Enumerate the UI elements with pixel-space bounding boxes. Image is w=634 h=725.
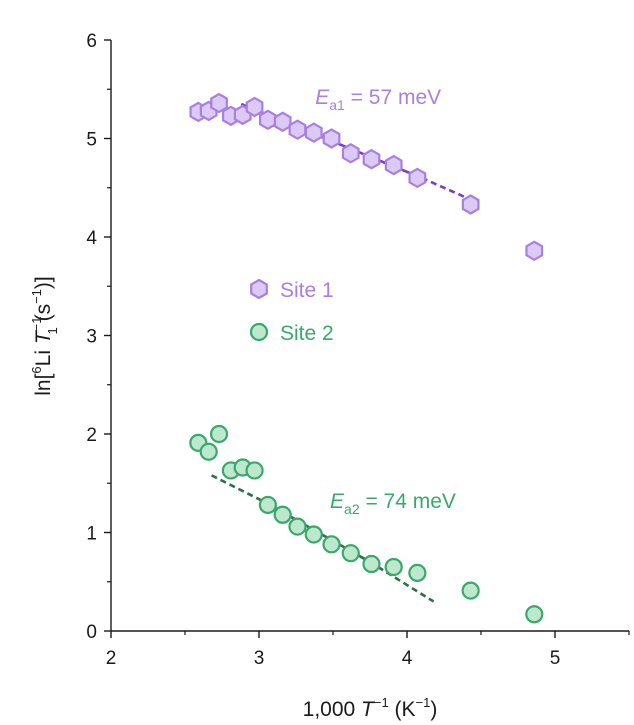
site1-point — [273, 111, 292, 133]
site2-legend-label: Site 2 — [280, 322, 334, 345]
x-tick-label: 2 — [106, 648, 117, 669]
site1-point — [384, 154, 403, 176]
annotations: Ea1 = 57 meV Ea2 = 74 meV — [315, 86, 456, 517]
site2-point — [384, 557, 403, 577]
site2-point — [288, 517, 307, 536]
x-tick-label: 3 — [254, 648, 265, 669]
site1-point — [245, 96, 264, 118]
site2-point — [408, 563, 427, 582]
site1-point — [304, 122, 323, 143]
site2-point — [209, 424, 229, 444]
site1-point — [288, 119, 307, 140]
site2-activation-energy-label: Ea2 = 74 meV — [330, 490, 456, 517]
y-tick-label: 5 — [86, 130, 97, 151]
site2-point — [245, 461, 264, 480]
site1-point — [322, 128, 341, 149]
data-points — [189, 92, 544, 624]
site1-point — [525, 240, 544, 262]
site2-point — [304, 525, 323, 544]
site1-point — [461, 194, 480, 215]
site1-point — [362, 148, 381, 170]
x-tick-label: 5 — [550, 648, 561, 669]
site2-point — [258, 495, 277, 515]
axis-ticks: 0 1 2 3 4 5 6 2 3 4 5 — [86, 31, 630, 669]
site2-point — [362, 554, 381, 574]
x-axis-label: 1,000 T−1 (K−1) — [303, 695, 438, 721]
site1-point — [408, 167, 427, 189]
site2-point — [525, 605, 544, 624]
site2-point — [273, 505, 292, 524]
site1-legend-label: Site 1 — [280, 279, 334, 302]
fit-lines — [211, 102, 467, 603]
y-tick-label: 1 — [86, 524, 97, 545]
plot-frame — [110, 40, 629, 632]
legend: Site 1 Site 2 — [249, 278, 334, 345]
site1-point — [258, 109, 277, 131]
site2-point — [461, 581, 480, 600]
site1-fit-dashed — [421, 176, 467, 199]
site2-legend-marker — [249, 322, 269, 342]
site1-legend-marker — [250, 278, 268, 300]
site1-point — [210, 92, 228, 114]
x-tick-label: 4 — [402, 648, 413, 669]
site1-activation-energy-label: Ea1 = 57 meV — [315, 86, 441, 113]
site1-point — [341, 143, 360, 164]
site2-point — [341, 544, 360, 563]
y-tick-label: 4 — [86, 228, 97, 249]
y-tick-label: 2 — [86, 425, 97, 446]
site2-point — [322, 535, 341, 554]
y-tick-label: 0 — [86, 622, 97, 643]
y-tick-label: 6 — [86, 31, 97, 52]
site2-point — [199, 442, 218, 461]
y-axis-label: ln[6Li T−11 (s−1)] — [29, 276, 60, 396]
y-tick-label: 3 — [86, 327, 97, 348]
